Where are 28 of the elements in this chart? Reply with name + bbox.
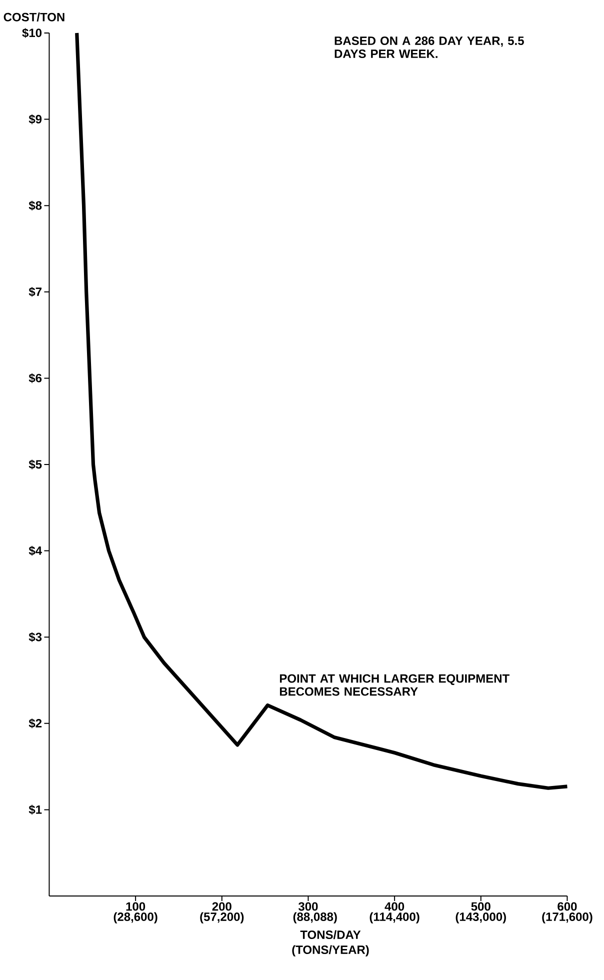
x2-tick-label: (114,400) [370, 912, 420, 924]
x-tick-label: 600 [558, 902, 577, 911]
x2-tick-label: (143,000) [456, 912, 506, 924]
x2-tick-label: (57,200) [200, 912, 244, 924]
x2-tick-label: (28,600) [114, 912, 158, 924]
x-tick-label: 300 [298, 902, 318, 911]
y-tick-label: $1 [28, 804, 42, 815]
x-axis-title: TONS/DAY [300, 930, 361, 940]
y-tick-label: $4 [28, 546, 42, 556]
annotation: BASED ON A 286 DAY YEAR, 5.5 DAYS PER WEEK. [334, 36, 524, 58]
x-tick-label: 200 [212, 902, 232, 911]
y-tick-label: $8 [28, 200, 42, 210]
y-tick-label: $5 [28, 460, 42, 470]
y-axis-title: COST/TON [4, 12, 64, 22]
x2-tick-label: (88,088) [294, 912, 338, 924]
y-tick-label: $10 [22, 28, 42, 38]
x2-tick-label: (171,600) [542, 912, 592, 924]
x-tick-label: 400 [384, 902, 404, 911]
annotation: POINT AT WHICH LARGER EQUIPMENT BECOMES NECESSARY [280, 674, 510, 696]
x-tick-label: 100 [126, 902, 146, 911]
y-tick-label: $6 [28, 373, 42, 384]
y-tick-label: $7 [28, 286, 42, 297]
x2-axis-title: (TONS/YEAR) [292, 945, 369, 956]
x-tick-label: 500 [471, 902, 491, 911]
line-series [75, 31, 570, 790]
y-tick-label: $2 [28, 718, 42, 728]
y-tick-label: $3 [28, 632, 42, 642]
y-tick-label: $9 [28, 114, 42, 124]
